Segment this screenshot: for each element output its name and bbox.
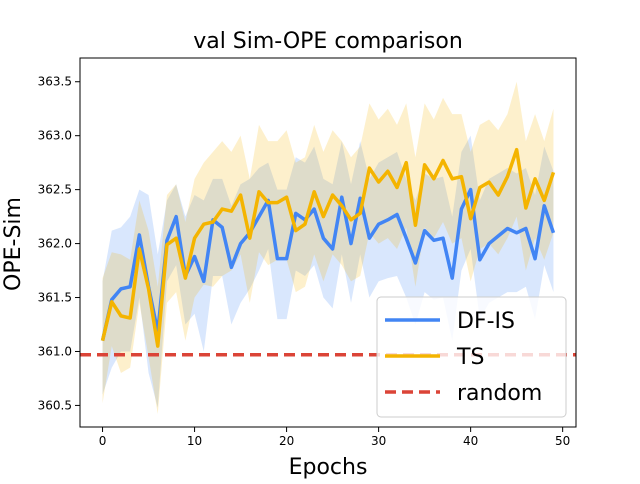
x-tick-label: 30 xyxy=(371,434,386,448)
ts-line xyxy=(100,147,556,348)
legend-label-df-is: DF-IS xyxy=(457,309,515,334)
chart-title: val Sim-OPE comparison xyxy=(193,29,463,54)
df-is-line xyxy=(100,187,556,342)
x-tick-label: 10 xyxy=(187,434,202,448)
y-tick-label: 362.5 xyxy=(38,183,72,197)
legend-label-ts: TS xyxy=(456,345,484,370)
x-axis-label: Epochs xyxy=(289,455,368,480)
x-axis-ticks: 0 10 20 30 40 50 xyxy=(99,427,570,448)
x-tick-label: 50 xyxy=(555,434,570,448)
y-tick-label: 363.5 xyxy=(38,75,72,89)
x-tick-label: 20 xyxy=(279,434,294,448)
legend: DF-IS TS random xyxy=(376,296,567,418)
y-axis-label: OPE-Sim xyxy=(1,197,26,291)
df-is-band xyxy=(102,135,554,408)
x-tick-label: 40 xyxy=(463,434,478,448)
x-tick-label: 0 xyxy=(99,434,107,448)
y-tick-label: 363.0 xyxy=(38,129,72,143)
legend-box xyxy=(376,296,567,418)
y-tick-label: 361.0 xyxy=(38,344,72,358)
y-tick-label: 361.5 xyxy=(38,291,72,305)
plot-frame xyxy=(79,57,577,428)
y-tick-label: 362.0 xyxy=(38,237,72,251)
y-axis-ticks: 360.5 361.0 361.5 362.0 362.5 363.0 363.5 xyxy=(38,75,80,412)
y-tick-label: 360.5 xyxy=(38,398,72,412)
legend-label-random: random xyxy=(457,381,542,406)
